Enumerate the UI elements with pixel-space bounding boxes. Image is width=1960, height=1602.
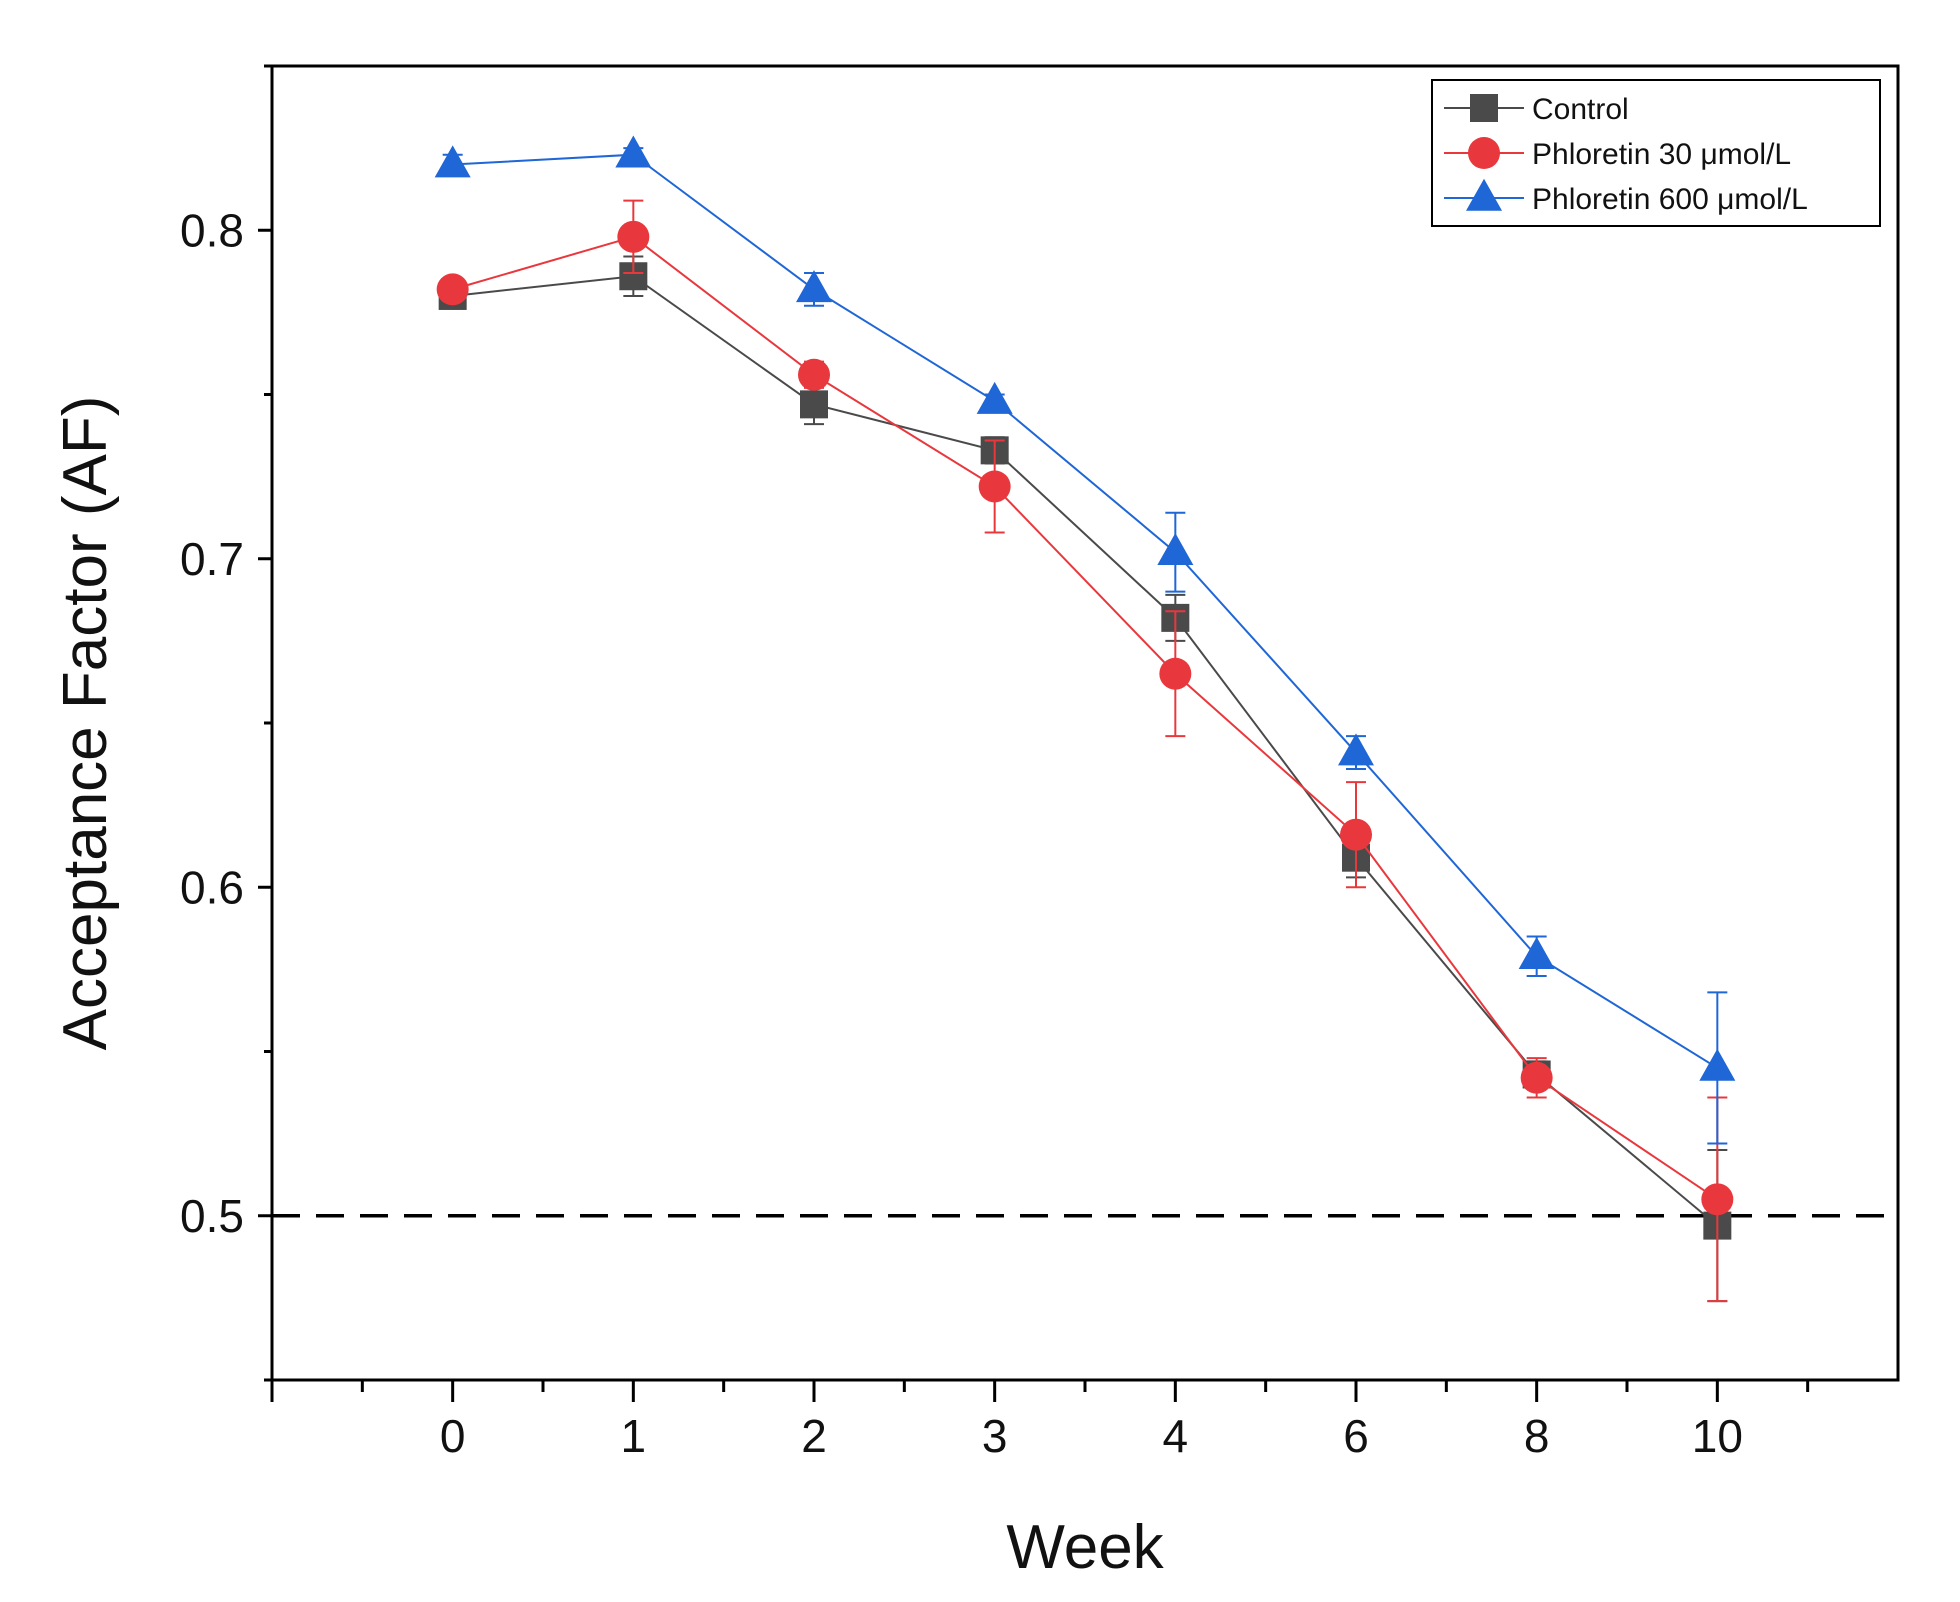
y-tick-label: 0.6 [180,861,244,913]
series-line [452,235,1718,1201]
plot-frame [270,64,1900,1382]
y-tick-label: 0.5 [180,1190,244,1242]
x-tick-label: 0 [440,1410,466,1462]
legend-marker [1468,137,1500,169]
legend-marker [1466,178,1502,211]
data-point [1520,1061,1553,1094]
data-point [436,273,469,306]
series-1 [436,199,1734,1303]
data-point [1159,657,1192,690]
data-point [800,390,828,419]
data-point [1701,1183,1734,1216]
legend-item: Control [1444,93,1629,126]
data-point [1157,532,1194,565]
legend-item: Phloretin 30 μmol/L [1444,137,1791,171]
legend-label: Phloretin 600 μmol/L [1532,183,1808,216]
x-tick-label: 6 [1343,1410,1369,1462]
data-point [976,381,1013,414]
data-point [434,145,471,178]
series-line [452,153,1718,1069]
data-point [1518,937,1555,970]
data-point [1338,733,1374,766]
legend-label: Control [1532,93,1629,126]
data-point [617,220,650,253]
x-tick-label: 2 [801,1410,827,1462]
x-tick-label: 1 [621,1410,647,1462]
series-2 [434,135,1736,1145]
x-tick-label: 3 [982,1410,1008,1462]
legend: Control Phloretin 30 μmol/L Phloretin 600 … [1431,79,1881,227]
y-tick-label: 0.7 [180,533,244,585]
x-tick-label: 10 [1692,1410,1743,1462]
series-layer [434,135,1736,1303]
axis-layer: 0 1 2 3 4 6 8 10 0.5 0.6 0.7 0.8 [180,64,1810,1462]
legend-item: Phloretin 600 μmol/L [1444,178,1808,216]
data-point [798,358,830,391]
y-tick-label: 0.8 [180,204,244,256]
legend-label: Phloretin 30 μmol/L [1532,138,1791,171]
legend-marker [1470,94,1498,122]
y-axis-title: Acceptance Factor (AF) [51,396,120,1051]
x-tick-label: 4 [1163,1410,1189,1462]
data-point [1340,818,1372,851]
x-axis-title: Week [1006,1513,1164,1582]
data-point [978,470,1011,503]
data-point [615,135,652,168]
series-0 [438,255,1732,1303]
data-point [796,270,832,303]
data-point [1699,1048,1736,1081]
x-tick-label: 8 [1524,1410,1550,1462]
